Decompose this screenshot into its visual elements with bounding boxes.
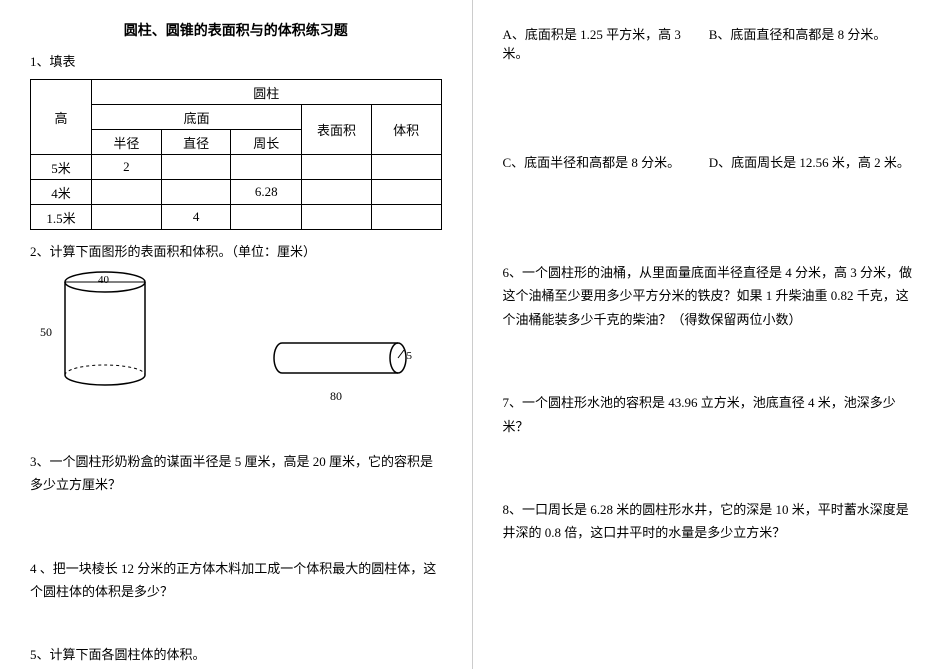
cylB-radius-label: 5 (407, 350, 413, 362)
cell-v (371, 205, 441, 230)
q4-text: 4 、把一块棱长 12 分米的正方体木料加工成一个体积最大的圆柱体，这个圆柱体的… (30, 557, 442, 604)
cell-s (302, 205, 372, 230)
th-base: 底面 (92, 105, 302, 130)
cylA-diam-label: 40 (98, 274, 109, 286)
cell-r (92, 180, 162, 205)
cell-d: 4 (161, 205, 231, 230)
right-column: A、底面积是 1.25 平方米，高 3 米。 B、底面直径和高都是 8 分米。 … (473, 0, 945, 669)
q1-table: 高 圆柱 底面 表面积 体积 半径 直径 周长 5米 2 (30, 79, 442, 230)
th-surface: 表面积 (302, 105, 372, 155)
cell-r: 2 (92, 155, 162, 180)
q8-text: 8、一口周长是 6.28 米的圆柱形水井，它的深是 10 米，平时蓄水深度是井深… (503, 498, 916, 545)
cell-s (302, 180, 372, 205)
q2-label: 2、计算下面图形的表面积和体积。（单位：厘米） (30, 240, 442, 263)
q7-text: 7、一个圆柱形水池的容积是 43.96 立方米，池底直径 4 米，池深多少米？ (503, 391, 916, 438)
table-row: 4米 6.28 (31, 180, 442, 205)
cell-d (161, 155, 231, 180)
q3-text: 3、一个圆柱形奶粉盒的谋面半径是 5 厘米，高是 20 厘米，它的容积是多少立方… (30, 450, 442, 497)
q5-opts-row2: C、底面半径和高都是 8 分米。 D、底面周长是 12.56 米，高 2 米。 (503, 152, 916, 171)
q5-opt-b: B、底面直径和高都是 8 分米。 (709, 24, 915, 62)
q5-opts-row1: A、底面积是 1.25 平方米，高 3 米。 B、底面直径和高都是 8 分米。 (503, 24, 916, 62)
q5-opt-c: C、底面半径和高都是 8 分米。 (503, 152, 709, 171)
cell-h: 5米 (31, 155, 92, 180)
cell-c (231, 155, 302, 180)
q2-diagrams: 40 50 80 5 (30, 270, 442, 390)
cylB-length-label: 80 (330, 389, 342, 404)
page-title: 圆柱、圆锥的表面积与的体积练习题 (30, 20, 442, 40)
th-radius: 半径 (92, 130, 162, 155)
cylA-height-label: 50 (40, 325, 52, 340)
left-column: 圆柱、圆锥的表面积与的体积练习题 1、填表 高 圆柱 底面 表面积 体积 半径 … (0, 0, 473, 669)
cell-v (371, 180, 441, 205)
cell-d (161, 180, 231, 205)
cylinder-vertical: 40 50 (60, 270, 150, 390)
worksheet-page: 圆柱、圆锥的表面积与的体积练习题 1、填表 高 圆柱 底面 表面积 体积 半径 … (0, 0, 945, 669)
cell-h: 4米 (31, 180, 92, 205)
table-row: 高 圆柱 (31, 80, 442, 105)
th-cylinder: 圆柱 (92, 80, 441, 105)
th-diameter: 直径 (161, 130, 231, 155)
cell-s (302, 155, 372, 180)
cell-h: 1.5米 (31, 205, 92, 230)
cell-v (371, 155, 441, 180)
table-row: 1.5米 4 (31, 205, 442, 230)
cell-c: 6.28 (231, 180, 302, 205)
cylinder-horizontal: 80 5 (270, 340, 410, 390)
q1-label: 1、填表 (30, 50, 442, 73)
th-circ: 周长 (231, 130, 302, 155)
cylinder-vertical-icon (60, 270, 150, 390)
cell-c (231, 205, 302, 230)
cylinder-horizontal-icon (270, 340, 410, 376)
th-height: 高 (31, 80, 92, 155)
cell-r (92, 205, 162, 230)
th-volume: 体积 (371, 105, 441, 155)
q6-text: 6、一个圆柱形的油桶，从里面量底面半径直径是 4 分米，高 3 分米，做这个油桶… (503, 261, 916, 331)
table-row: 5米 2 (31, 155, 442, 180)
q5-text: 5、计算下面各圆柱体的体积。 (30, 643, 442, 666)
q5-opt-d: D、底面周长是 12.56 米，高 2 米。 (709, 152, 915, 171)
table-row: 底面 表面积 体积 (31, 105, 442, 130)
q5-opt-a: A、底面积是 1.25 平方米，高 3 米。 (503, 24, 709, 62)
